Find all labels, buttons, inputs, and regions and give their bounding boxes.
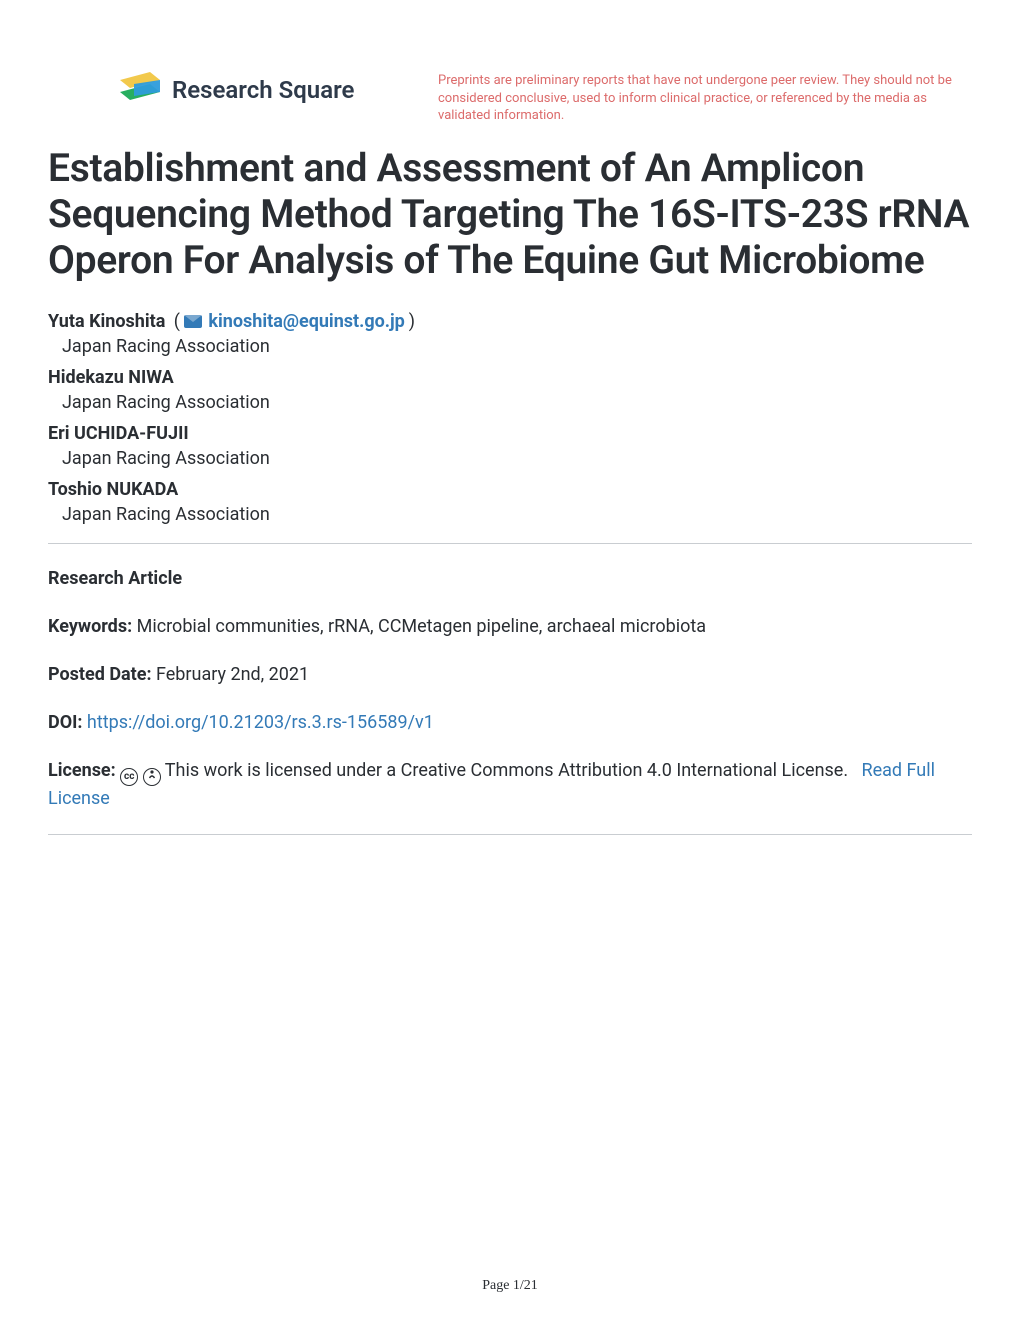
header-row: Research Square Preprints are preliminar…: [48, 70, 972, 125]
author-affiliation: Japan Racing Association: [62, 392, 972, 413]
brand-name: Research Square: [172, 76, 354, 104]
author-entry: Toshio NUKADA Japan Racing Association: [48, 479, 972, 525]
license-label: License:: [48, 760, 116, 781]
doi-line: DOI: https://doi.org/10.21203/rs.3.rs-15…: [48, 710, 972, 736]
author-entry: Hidekazu NIWA Japan Racing Association: [48, 367, 972, 413]
section-divider: [48, 543, 972, 544]
posted-date-value: February 2nd, 2021: [156, 664, 309, 685]
cc-by-icon: [143, 768, 161, 786]
authors-list: Yuta Kinoshita ( kinoshita@equinst.go.jp…: [48, 311, 972, 525]
author-name: Hidekazu NIWA: [48, 367, 972, 388]
brand-logo: Research Square: [48, 70, 428, 110]
author-name: Yuta Kinoshita: [48, 311, 165, 332]
author-paren-close: ): [409, 311, 415, 332]
author-name: Toshio NUKADA: [48, 479, 972, 500]
keywords-value: Microbial communities, rRNA, CCMetagen p…: [137, 616, 706, 637]
doi-link[interactable]: https://doi.org/10.21203/rs.3.rs-156589/…: [87, 712, 434, 733]
page-indicator: Page 1/21: [0, 1278, 1020, 1294]
author-paren-open: (: [169, 311, 184, 332]
author-entry: Yuta Kinoshita ( kinoshita@equinst.go.jp…: [48, 311, 972, 357]
author-affiliation: Japan Racing Association: [62, 448, 972, 469]
email-icon: [184, 315, 202, 328]
author-affiliation: Japan Racing Association: [62, 336, 972, 357]
cc-icon: cc: [120, 768, 138, 786]
logo-mark-icon: [118, 70, 162, 110]
posted-date-line: Posted Date: February 2nd, 2021: [48, 662, 972, 688]
article-type: Research Article: [48, 566, 972, 592]
author-entry: Eri UCHIDA-FUJII Japan Racing Associatio…: [48, 423, 972, 469]
keywords-line: Keywords: Microbial communities, rRNA, C…: [48, 614, 972, 640]
article-title: Establishment and Assessment of An Ampli…: [48, 145, 972, 283]
license-text: This work is licensed under a Creative C…: [165, 760, 848, 781]
author-name: Eri UCHIDA-FUJII: [48, 423, 972, 444]
doi-label: DOI:: [48, 712, 82, 733]
preprint-disclaimer: Preprints are preliminary reports that h…: [428, 70, 972, 125]
posted-date-label: Posted Date:: [48, 664, 152, 685]
author-affiliation: Japan Racing Association: [62, 504, 972, 525]
corresponding-email-link[interactable]: kinoshita@equinst.go.jp: [208, 311, 404, 332]
license-line: License: cc This work is licensed under …: [48, 758, 972, 812]
keywords-label: Keywords:: [48, 616, 132, 637]
section-divider: [48, 834, 972, 835]
